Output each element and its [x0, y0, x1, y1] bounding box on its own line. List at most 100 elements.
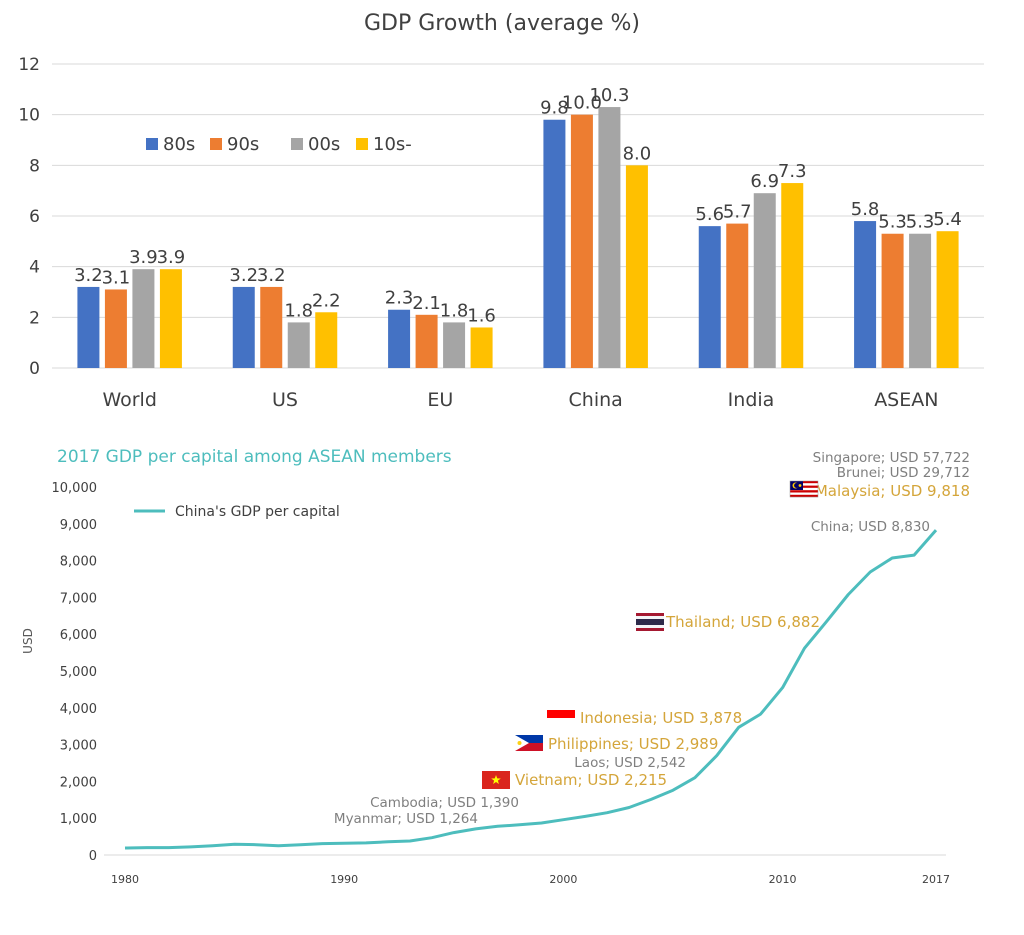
data-label: 5.7 — [723, 202, 752, 223]
y-tick-label: 2 — [29, 308, 40, 328]
data-label: 2.1 — [412, 293, 441, 314]
bar-eu-00s — [443, 322, 466, 368]
data-label: 9.8 — [540, 98, 569, 119]
y-tick-label-2: 3,000 — [60, 739, 97, 754]
gdp-per-capita-chart: 2017 GDP per capital among ASEAN members… — [21, 447, 970, 886]
data-label: 10.3 — [589, 85, 629, 106]
bar-world-00s — [132, 269, 155, 368]
bar-china-00s — [598, 107, 621, 369]
annotation-label: Laos; USD 2,542 — [574, 755, 686, 771]
annotation-label: Myanmar; USD 1,264 — [334, 811, 478, 827]
bar-world-80s — [77, 286, 100, 368]
bar-india-90s — [726, 223, 749, 368]
y-tick-label-2: 0 — [89, 849, 97, 864]
data-label: 5.3 — [906, 212, 935, 233]
x-axis-categories: World US EU China India ASEAN — [102, 389, 938, 411]
annotation-label: Vietnam; USD 2,215 — [515, 771, 667, 789]
data-label: 7.3 — [778, 161, 807, 182]
bar-asean-00s — [909, 233, 932, 368]
chart-title: GDP Growth (average %) — [364, 11, 640, 36]
y-axis-ticks-2: 0 1,000 2,000 3,000 4,000 5,000 6,000 7,000 8,00… — [52, 481, 98, 864]
x-tick-label-2: 1980 — [111, 873, 139, 886]
data-label: 8.0 — [623, 143, 652, 164]
philippines-flag-icon — [515, 735, 543, 751]
category-label: India — [728, 389, 775, 411]
bar-eu-80s — [388, 309, 411, 368]
legend-swatch — [210, 138, 222, 150]
gridlines — [52, 63, 984, 369]
data-label: 5.3 — [878, 212, 907, 233]
x-tick-label-2: 2000 — [549, 873, 577, 886]
y-tick-label: 0 — [29, 359, 40, 379]
y-tick-label-2: 10,000 — [52, 481, 98, 496]
y-tick-label: 4 — [29, 258, 40, 278]
bar-eu-10s — [470, 327, 493, 368]
legend-label-2: China's GDP per capital — [175, 504, 340, 520]
data-label: 5.8 — [851, 199, 880, 220]
annotation-label: Malaysia; USD 9,818 — [815, 482, 970, 500]
y-tick-label: 8 — [29, 156, 40, 176]
category-label: ASEAN — [874, 389, 938, 411]
annotation-label: Brunei; USD 29,712 — [837, 465, 970, 481]
legend-label: 90s — [227, 134, 259, 155]
legend-label: 00s — [308, 134, 340, 155]
legend-swatch — [146, 138, 158, 150]
malaysia-flag-icon — [789, 480, 819, 498]
data-labels: 3.23.13.93.93.23.21.82.2 2.32.11.81.69.81… — [74, 85, 962, 326]
data-label: 3.2 — [74, 265, 103, 286]
data-label: 5.6 — [695, 204, 724, 225]
y-tick-label-2: 9,000 — [60, 518, 97, 533]
series-lines — [124, 529, 938, 850]
bar-china-80s — [543, 119, 566, 368]
bar-us-10s — [315, 312, 338, 368]
bar-asean-80s — [854, 221, 877, 368]
y-tick-label: 12 — [18, 55, 40, 75]
data-label: 3.9 — [157, 247, 186, 268]
chart-title-2: 2017 GDP per capital among ASEAN members — [57, 447, 452, 467]
thailand-flag-icon — [636, 613, 664, 631]
data-label: 10.0 — [562, 93, 602, 114]
category-label: China — [569, 389, 623, 411]
annotation-label: China; USD 8,830 — [811, 519, 930, 535]
annotation-label: Thailand; USD 6,882 — [665, 613, 820, 631]
y-tick-label-2: 1,000 — [60, 812, 97, 827]
legend-swatch — [291, 138, 303, 150]
bar-india-10s — [781, 183, 804, 368]
bar-asean-10s — [936, 231, 959, 368]
bar-us-80s — [232, 286, 255, 368]
x-tick-label-2: 2010 — [769, 873, 797, 886]
annotation-label: Indonesia; USD 3,878 — [580, 709, 742, 727]
y-tick-label-2: 6,000 — [60, 628, 97, 643]
y-tick-label-2: 5,000 — [60, 665, 97, 680]
bar-us-00s — [287, 322, 310, 368]
y-tick-label-2: 7,000 — [60, 591, 97, 606]
y-axis-ticks: 0 2 4 6 8 10 12 — [18, 55, 40, 379]
indonesia-flag-icon — [547, 710, 575, 726]
data-label: 6.9 — [750, 171, 779, 192]
data-label: 3.2 — [229, 265, 258, 286]
data-label: 2.2 — [312, 290, 341, 311]
y-tick-label: 10 — [18, 106, 40, 126]
bar-eu-90s — [415, 314, 438, 368]
x-tick-label-2: 2017 — [922, 873, 950, 886]
bar-china-10s — [625, 165, 648, 368]
series-line-china — [124, 529, 938, 850]
bars — [77, 107, 959, 369]
bar-china-90s — [570, 114, 593, 369]
data-label: 1.8 — [440, 300, 469, 321]
legend-label: 80s — [163, 134, 195, 155]
legend-label: 10s- — [373, 134, 412, 155]
data-label: 1.8 — [284, 300, 313, 321]
data-label: 2.3 — [385, 288, 414, 309]
x-axis-ticks-2: 1980 1990 2000 2010 2017 — [111, 873, 950, 886]
category-label: World — [102, 389, 156, 411]
y-tick-label: 6 — [29, 207, 40, 227]
bar-world-90s — [104, 289, 127, 368]
data-label: 3.9 — [129, 247, 158, 268]
legend-swatch — [356, 138, 368, 150]
data-label: 3.2 — [257, 265, 286, 286]
data-label: 1.6 — [467, 305, 496, 326]
data-label: 5.4 — [933, 209, 962, 230]
